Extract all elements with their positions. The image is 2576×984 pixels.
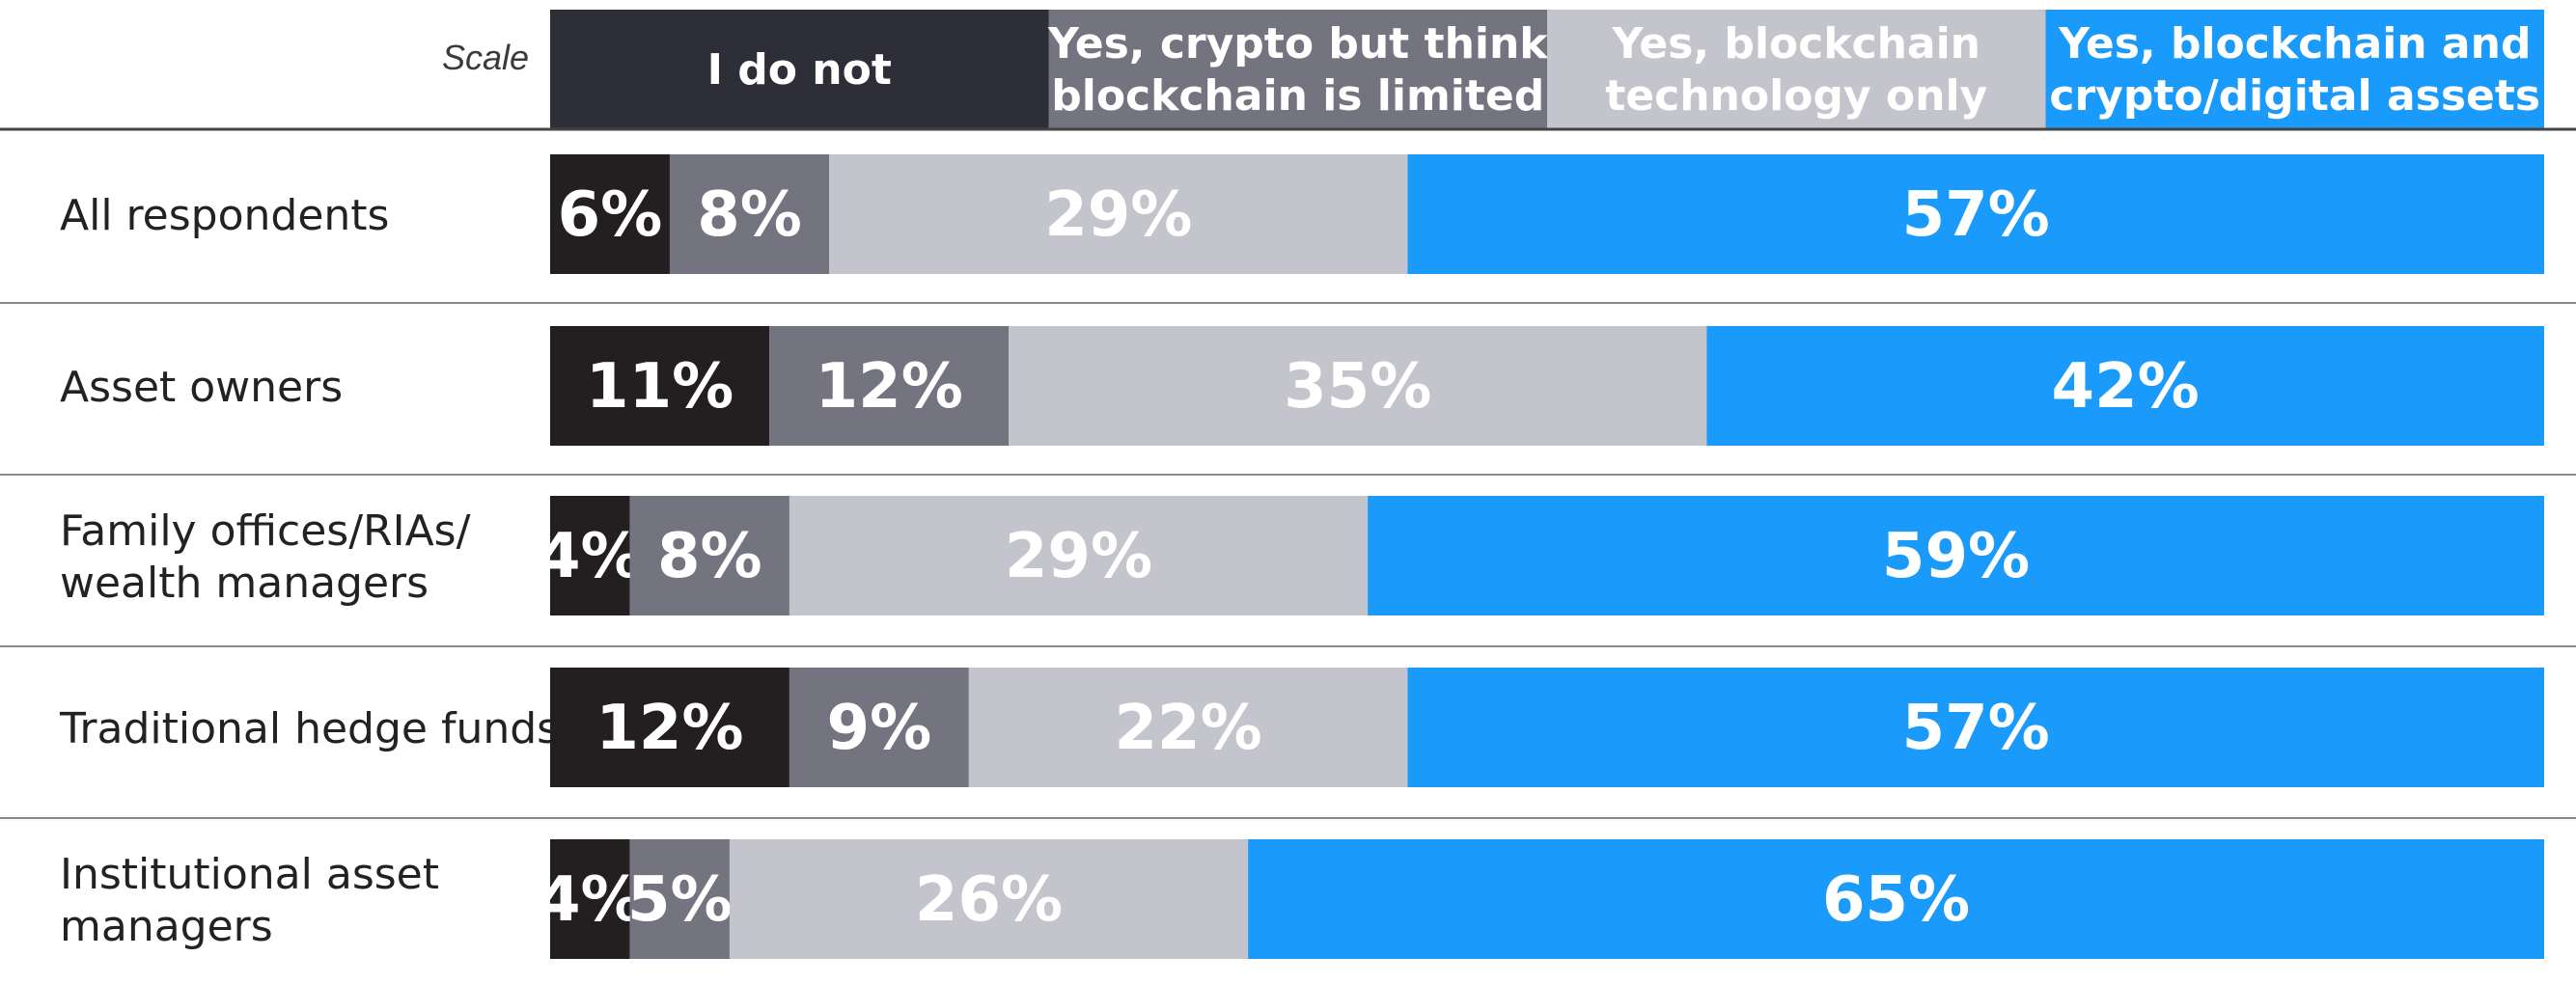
bar-segment-r2-s2 bbox=[769, 326, 1010, 446]
data-label-r1-s1: 6% bbox=[558, 179, 663, 251]
data-label-r4-s3: 22% bbox=[1115, 693, 1262, 764]
data-label-r1-s4: 57% bbox=[1902, 179, 2050, 251]
bar-segment-r1-s1 bbox=[550, 154, 670, 274]
data-label-r1-s2: 8% bbox=[697, 179, 802, 251]
category-label-5-line-2: managers bbox=[60, 902, 273, 951]
legend-swatch-1 bbox=[550, 10, 1049, 129]
bar-segment-r2-s1 bbox=[550, 326, 770, 446]
data-label-r4-s4: 57% bbox=[1902, 693, 2050, 764]
legend-label-3-line-2: technology only bbox=[1605, 71, 1987, 121]
legend-title: Scale bbox=[442, 38, 529, 77]
data-label-r2-s1: 11% bbox=[586, 351, 734, 423]
legend-label-4-line-1: Yes, blockchain and bbox=[2058, 19, 2531, 68]
bar-segment-r1-s2 bbox=[669, 154, 830, 274]
legend-swatch-4 bbox=[2045, 10, 2544, 129]
data-label-r5-s3: 26% bbox=[915, 864, 1063, 936]
data-label-r5-s4: 65% bbox=[1822, 864, 1970, 936]
bar-segment-r5-s1 bbox=[550, 839, 630, 959]
data-label-r2-s4: 42% bbox=[2052, 351, 2200, 423]
data-label-r2-s2: 12% bbox=[816, 351, 963, 423]
bar-segment-r5-s4 bbox=[1248, 839, 2544, 959]
legend-swatch-2 bbox=[1048, 10, 1547, 129]
data-label-r4-s2: 9% bbox=[827, 693, 932, 764]
legend-label-2-line-2: blockchain is limited bbox=[1051, 71, 1544, 121]
bar-segment-r3-s3 bbox=[789, 496, 1369, 615]
category-label-3-line-2: wealth managers bbox=[60, 559, 429, 608]
bar-segment-r2-s4 bbox=[1706, 326, 2544, 446]
category-label-5-line-1: Institutional asset bbox=[60, 850, 439, 899]
bar-segment-r4-s4 bbox=[1407, 668, 2544, 787]
data-label-r5-s1: 4% bbox=[538, 864, 643, 936]
category-label-1: All respondents bbox=[60, 191, 389, 240]
data-label-r4-s1: 12% bbox=[596, 693, 743, 764]
bar-segment-r3-s4 bbox=[1368, 496, 2544, 615]
legend-label-2-line-1: Yes, crypto but think bbox=[1047, 19, 1549, 68]
bar-segment-r4-s3 bbox=[968, 668, 1408, 787]
chart-rows: All respondents 6% 8% 29% 57% Asset owners 11%… bbox=[0, 154, 2576, 959]
bar-segment-r2-s3 bbox=[1009, 326, 1707, 446]
bar-segment-r5-s3 bbox=[729, 839, 1249, 959]
bar-segment-r1-s4 bbox=[1407, 154, 2544, 274]
data-label-r2-s3: 35% bbox=[1284, 351, 1431, 423]
legend-label-1: I do not bbox=[707, 45, 892, 95]
legend: I do not Yes, crypto but thinkblockchain … bbox=[550, 10, 2544, 129]
data-label-r5-s2: 5% bbox=[627, 864, 733, 936]
category-label-4: Traditional hedge funds bbox=[59, 704, 559, 753]
bar-segment-r4-s1 bbox=[550, 668, 789, 787]
data-label-r3-s3: 29% bbox=[1005, 521, 1152, 592]
legend-label-3-line-1: Yes, blockchain bbox=[1611, 19, 1980, 68]
bar-segment-r1-s3 bbox=[829, 154, 1408, 274]
legend-label-4-line-2: crypto/digital assets bbox=[2049, 71, 2540, 121]
bar-segment-r5-s2 bbox=[629, 839, 730, 959]
data-label-r3-s2: 8% bbox=[657, 521, 762, 592]
bar-segment-r3-s1 bbox=[550, 496, 630, 615]
legend-swatch-3 bbox=[1547, 10, 2046, 129]
category-label-2: Asset owners bbox=[60, 363, 343, 412]
bar-segment-r4-s2 bbox=[789, 668, 969, 787]
data-label-r3-s1: 4% bbox=[538, 521, 643, 592]
data-label-r3-s4: 59% bbox=[1882, 521, 2030, 592]
bar-segment-r3-s2 bbox=[629, 496, 789, 615]
data-label-r1-s3: 29% bbox=[1044, 179, 1192, 251]
category-label-3-line-1: Family offices/RIAs/ bbox=[60, 506, 471, 556]
